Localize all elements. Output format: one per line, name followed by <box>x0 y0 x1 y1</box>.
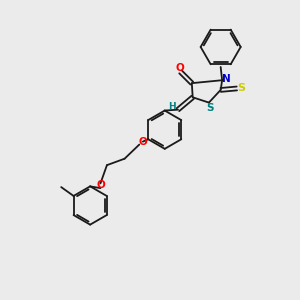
Text: H: H <box>168 102 175 111</box>
Text: O: O <box>175 63 184 74</box>
Text: N: N <box>222 74 231 84</box>
Text: S: S <box>238 83 246 94</box>
Text: S: S <box>207 103 214 113</box>
Text: O: O <box>96 180 105 190</box>
Text: O: O <box>139 136 147 147</box>
